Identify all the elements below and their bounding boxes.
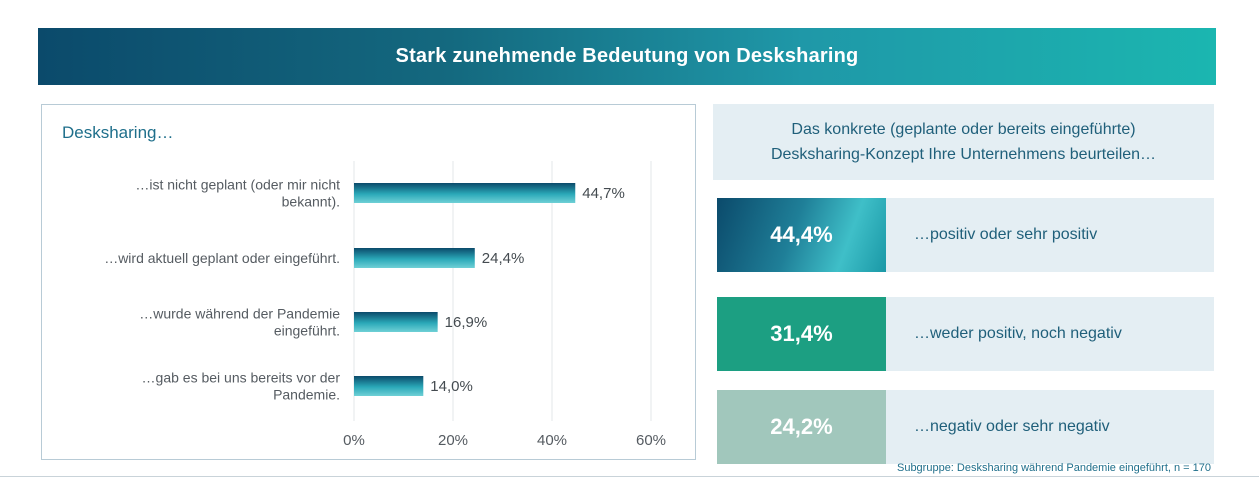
category-label: …wird aktuell geplant oder eingeführt. [104, 250, 340, 266]
result-percent-negative: 24,2% [717, 390, 886, 464]
category-label: …gab es bei uns bereits vor der [142, 370, 341, 386]
page-title: Stark zunehmende Bedeutung von Deskshari… [395, 45, 859, 67]
result-percent-neutral: 31,4% [717, 297, 886, 371]
bar-value-label: 24,4% [482, 250, 525, 267]
result-row-negative: 24,2% …negativ oder sehr negativ [717, 390, 1214, 464]
question-line-1: Das konkrete (geplante oder bereits eing… [791, 121, 1136, 138]
result-percent-positive: 44,4% [717, 198, 886, 272]
category-label: …wurde während der Pandemie [139, 306, 340, 322]
bar [354, 183, 576, 203]
category-label: eingeführt. [274, 323, 340, 339]
result-label-negative: …negativ oder sehr negativ [886, 390, 1214, 464]
question-text: Das konkrete (geplante oder bereits eing… [771, 117, 1156, 167]
x-tick-label: 40% [537, 432, 567, 449]
question-box: Das konkrete (geplante oder bereits eing… [713, 104, 1214, 180]
chart-panel: Desksharing… 0% 20% 40% 60% 44,7% …ist nicht … [41, 104, 696, 460]
bar-value-label: 44,7% [582, 185, 625, 202]
result-label-neutral: …weder positiv, noch negativ [886, 297, 1214, 371]
x-tick-label: 20% [438, 432, 468, 449]
result-row-neutral: 31,4% …weder positiv, noch negativ [717, 297, 1214, 371]
bar-value-label: 14,0% [430, 378, 473, 395]
bar-value-label: 16,9% [445, 314, 488, 331]
x-tick-label: 60% [636, 432, 666, 449]
question-line-2: Desksharing-Konzept Ihre Unternehmens be… [770, 146, 1157, 163]
category-label: Pandemie. [273, 387, 340, 403]
bar-chart: 0% 20% 40% 60% 44,7% …ist nicht geplant (oder… [104, 161, 666, 449]
bar [354, 312, 438, 332]
category-label: …ist nicht geplant (oder mir nicht [135, 177, 340, 193]
bar [354, 248, 475, 268]
result-row-positive: 44,4% …positiv oder sehr positiv [717, 198, 1214, 272]
bar [354, 376, 424, 396]
category-label: bekannt). [282, 194, 340, 210]
footnote: Subgruppe: Desksharing während Pandemie … [896, 462, 1211, 474]
bottom-divider [0, 476, 1259, 477]
x-tick-label: 0% [343, 432, 365, 449]
chart-heading: Desksharing… [62, 123, 174, 142]
title-banner: Stark zunehmende Bedeutung von Deskshari… [38, 28, 1216, 85]
result-label-positive: …positiv oder sehr positiv [886, 198, 1214, 272]
